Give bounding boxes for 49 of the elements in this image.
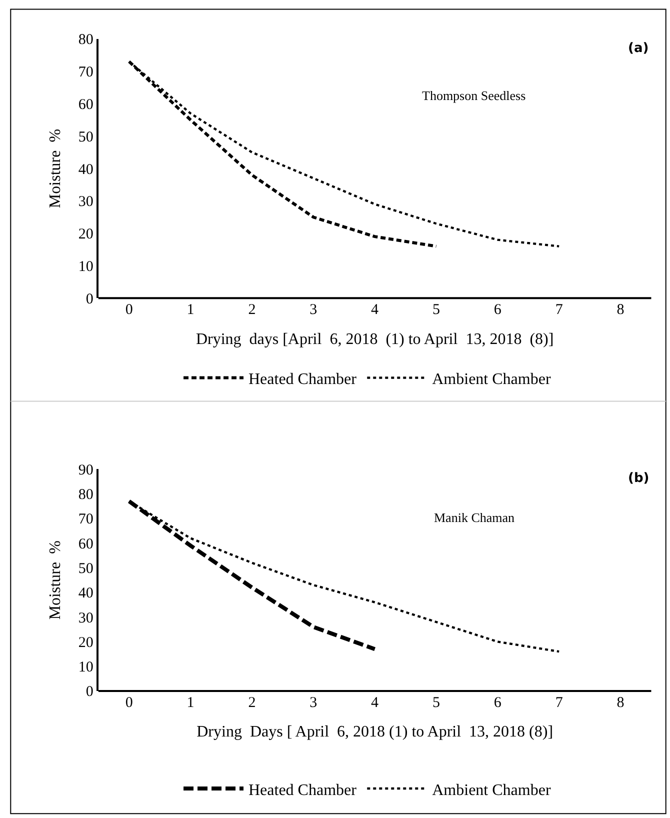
y-tick-label: 10 <box>78 660 94 676</box>
x-axis-title: Drying days [April 6, 2018 (1) to April 13, 2018 (8)] <box>196 330 554 348</box>
annotation: (a) <box>628 41 649 56</box>
y-tick-label: 20 <box>78 634 94 651</box>
x-tick-label: 3 <box>310 695 318 712</box>
y-tick-label: 90 <box>78 462 94 478</box>
y-tick-label: 80 <box>78 487 94 504</box>
x-tick-label: 5 <box>432 695 440 712</box>
x-tick-label: 5 <box>432 302 440 318</box>
y-tick-label: 30 <box>78 194 94 210</box>
y-tick-label: 30 <box>78 610 94 626</box>
y-tick-label: 40 <box>78 586 94 602</box>
legend-label: Ambient Chamber <box>432 782 552 799</box>
y-tick-label: 20 <box>78 226 94 243</box>
x-tick-label: 0 <box>125 695 133 712</box>
legend-label: Ambient Chamber <box>432 370 552 388</box>
x-tick-label: 3 <box>310 302 318 318</box>
x-tick-label: 8 <box>616 302 624 318</box>
x-tick-label: 8 <box>616 695 624 712</box>
y-tick-label: 40 <box>78 162 94 178</box>
y-tick-label: 0 <box>86 684 94 700</box>
annotation: Thompson Seedless <box>422 88 526 103</box>
x-tick-label: 4 <box>371 302 380 318</box>
x-tick-label: 0 <box>125 302 133 318</box>
x-tick-label: 2 <box>248 302 256 318</box>
y-tick-label: 60 <box>78 96 94 113</box>
annotation: (b) <box>628 471 650 486</box>
x-tick-label: 1 <box>186 695 194 712</box>
y-tick-label: 80 <box>78 32 94 48</box>
y-tick-label: 50 <box>78 561 94 578</box>
y-tick-label: 0 <box>86 291 94 308</box>
annotation: Manik Chaman <box>434 510 516 525</box>
x-tick-label: 6 <box>494 695 502 712</box>
x-tick-label: 6 <box>494 302 502 318</box>
legend-label: Heated Chamber <box>248 782 358 799</box>
y-axis-title: Moisture % <box>46 128 64 208</box>
y-tick-label: 50 <box>78 129 94 146</box>
y-tick-label: 70 <box>78 512 94 528</box>
x-tick-label: 7 <box>555 695 564 712</box>
x-tick-label: 4 <box>371 695 380 712</box>
x-tick-label: 1 <box>186 302 194 318</box>
y-tick-label: 10 <box>78 259 94 275</box>
y-axis-title: Moisture % <box>46 540 64 620</box>
x-tick-label: 2 <box>248 695 256 712</box>
x-tick-label: 7 <box>555 302 564 318</box>
y-tick-label: 70 <box>78 64 94 81</box>
x-axis-title: Drying Days [ April 6, 2018 (1) to April 13, 2018 (8)] <box>196 724 554 741</box>
legend-label: Heated Chamber <box>248 370 358 388</box>
y-tick-label: 60 <box>78 536 94 552</box>
